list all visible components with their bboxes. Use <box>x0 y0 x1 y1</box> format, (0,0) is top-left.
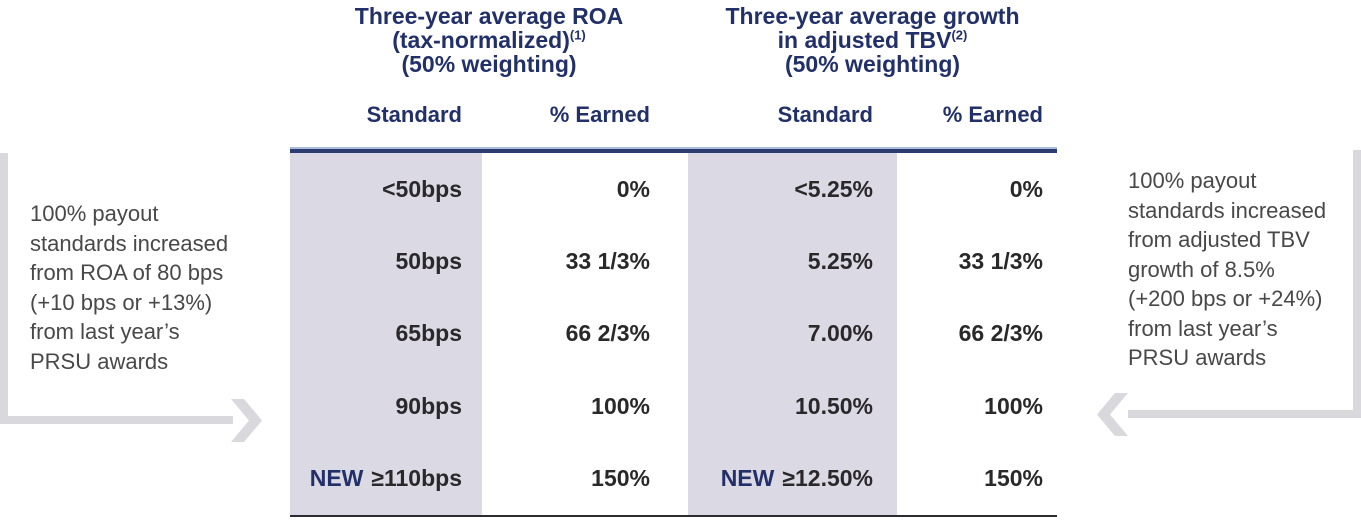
standard-cell: NEW ≥110bps <box>290 442 482 515</box>
cell-value: 66 2/3% <box>958 320 1043 347</box>
left-annotation-line: PRSU awards <box>30 348 169 374</box>
column-group-headers: Three-year average ROA (tax-normalized)(… <box>290 0 1057 76</box>
cell-value: 66 2/3% <box>565 320 650 347</box>
cell-value: 0% <box>616 175 650 202</box>
cell-value: 0% <box>1009 175 1043 202</box>
group-header-line: (tax-normalized)(1) <box>392 27 586 53</box>
right-annotation-line: PRSU awards <box>1128 345 1267 370</box>
footnote-marker: (2) <box>951 27 968 43</box>
footnote-marker: (1) <box>569 27 586 43</box>
standard-cell: 50bps <box>290 225 482 298</box>
earned-cell: 150% <box>897 443 1057 515</box>
right-chevron-arrow-icon <box>231 399 262 442</box>
table-row: 90bps 100% 10.50% 100% <box>290 370 1057 443</box>
left-annotation-line: from ROA of 80 bps <box>30 260 224 285</box>
sub-header-row: Standard % Earned Standard % Earned <box>290 104 1057 126</box>
cell-value: <5.25% <box>794 175 873 202</box>
right-annotation-line: 100% payout <box>1128 168 1257 193</box>
cell-value: 65bps <box>395 320 462 347</box>
column-header-standard: Standard <box>366 102 462 127</box>
group-header-line: Three-year average ROA <box>354 3 624 29</box>
right-annotation-line: (+200 bps or +24%) <box>1128 286 1323 311</box>
group-header-tbv: Three-year average growth in adjusted TB… <box>688 4 1057 76</box>
cell-value: 150% <box>984 465 1043 492</box>
cell-value: 5.25% <box>807 248 873 275</box>
standard-cell: 7.00% <box>688 297 897 371</box>
right-arrow-shaft <box>1128 410 1361 418</box>
left-annotation-line: 100% payout <box>30 201 159 226</box>
left-arrow-shaft <box>0 416 233 424</box>
right-annotation-line: from adjusted TBV <box>1128 227 1310 252</box>
cell-value: ≥12.50% <box>782 465 873 492</box>
header-rule-light <box>290 147 1057 149</box>
earned-cell: 66 2/3% <box>482 298 688 370</box>
column-header-standard: Standard <box>777 102 873 127</box>
cell-value: 10.50% <box>794 392 873 419</box>
table-body: <50bps 0% <5.25% 0% 50bps 33 1/3% 5.25% … <box>290 153 1057 515</box>
earned-cell: 100% <box>897 370 1057 442</box>
group-header-roa: Three-year average ROA (tax-normalized)(… <box>290 4 688 76</box>
left-annotation-line: standards increased <box>30 230 229 256</box>
left-annotation-line: (+10 bps or +13%) <box>30 289 213 315</box>
standard-cell: <5.25% <box>688 153 897 226</box>
left-annotation-line: from last year’s <box>30 319 180 344</box>
table-row: NEW ≥110bps 150% NEW ≥12.50% 150% <box>290 442 1057 515</box>
earned-cell: 66 2/3% <box>897 298 1057 370</box>
cell-value: 33 1/3% <box>958 248 1043 275</box>
header-rule-dark <box>290 149 1057 153</box>
standard-cell: NEW ≥12.50% <box>688 442 897 515</box>
group-header-line: Three-year average growth <box>725 3 1020 29</box>
table-row: 50bps 33 1/3% 5.25% 33 1/3% <box>290 225 1057 298</box>
cell-value: 150% <box>591 465 650 492</box>
group-header-line: (50% weighting) <box>784 51 961 77</box>
cell-value: 90bps <box>395 392 462 419</box>
standard-cell: <50bps <box>290 153 482 226</box>
column-header-earned: % Earned <box>942 102 1043 127</box>
standard-cell: 10.50% <box>688 370 897 443</box>
left-annotation: 100% payout standards increased from ROA… <box>30 199 285 376</box>
cell-value: <50bps <box>382 175 462 202</box>
earned-cell: 0% <box>897 153 1057 225</box>
cell-value: 50bps <box>395 248 462 275</box>
earned-cell: 150% <box>482 443 688 515</box>
earned-cell: 33 1/3% <box>897 225 1057 297</box>
right-annotation: 100% payout standards increased from adj… <box>1128 166 1358 373</box>
right-annotation-line: from last year’s <box>1128 315 1278 341</box>
standard-cell: 5.25% <box>688 225 897 298</box>
table-bottom-rule <box>290 514 1057 517</box>
right-arrow-vertical-bar <box>1353 150 1361 418</box>
cell-value: 100% <box>591 392 650 419</box>
new-badge: NEW <box>309 465 364 492</box>
earned-cell: 100% <box>482 370 688 442</box>
new-badge: NEW <box>720 465 775 492</box>
cell-value: 7.00% <box>807 320 873 347</box>
column-header-earned: % Earned <box>549 102 650 127</box>
left-chevron-arrow-icon <box>1097 393 1128 436</box>
right-annotation-line: standards increased <box>1128 197 1327 223</box>
header-gap <box>290 126 1057 147</box>
group-header-line: in adjusted TBV(2) <box>777 27 968 53</box>
group-header-line: (50% weighting) <box>401 51 577 77</box>
left-arrow-vertical-bar <box>0 153 8 424</box>
cell-value: 100% <box>984 392 1043 419</box>
payout-standards-table: Three-year average ROA (tax-normalized)(… <box>290 0 1057 517</box>
earned-cell: 0% <box>482 153 688 225</box>
cell-value: 33 1/3% <box>565 248 650 275</box>
earned-cell: 33 1/3% <box>482 225 688 297</box>
standard-cell: 65bps <box>290 297 482 371</box>
cell-value: ≥110bps <box>371 465 462 492</box>
right-annotation-line: growth of 8.5% <box>1128 256 1275 282</box>
standard-cell: 90bps <box>290 370 482 443</box>
table-row: <50bps 0% <5.25% 0% <box>290 153 1057 226</box>
table-row: 65bps 66 2/3% 7.00% 66 2/3% <box>290 297 1057 371</box>
